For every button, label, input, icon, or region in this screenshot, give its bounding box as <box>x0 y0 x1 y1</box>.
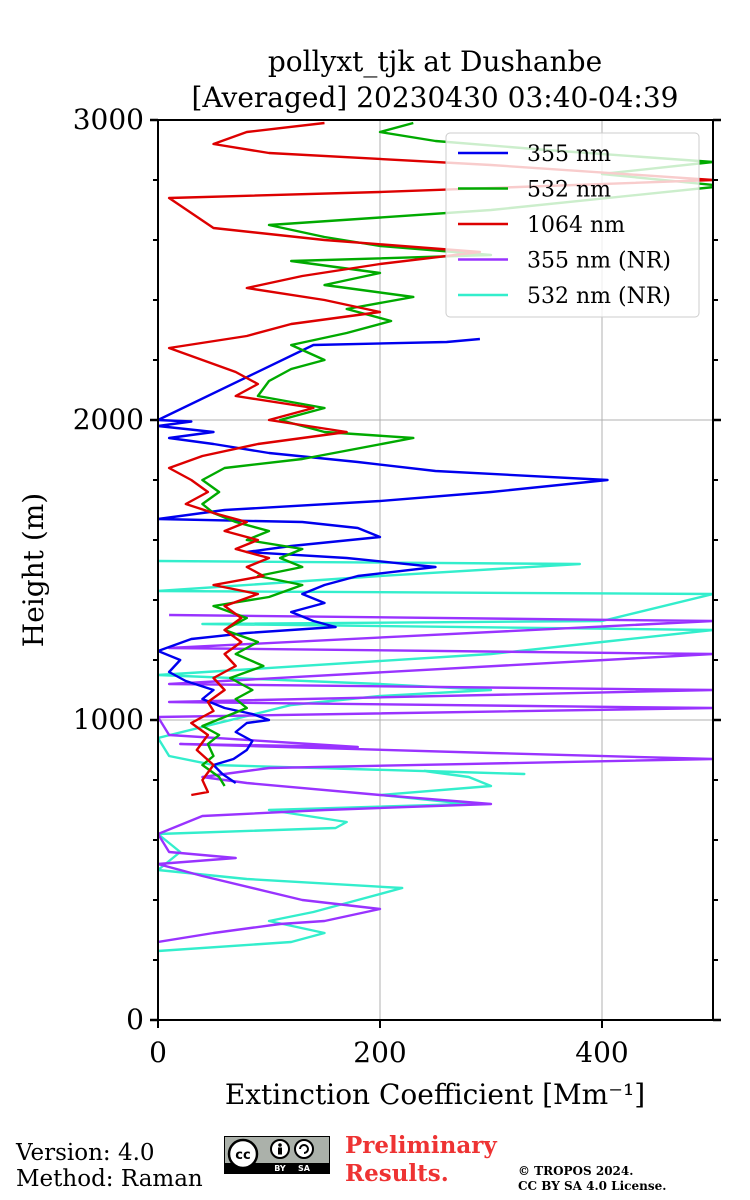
series-line-355-nm-nr- <box>158 613 713 944</box>
copyright-line1: © TROPOS 2024. <box>518 1164 634 1178</box>
series-line-355-nm <box>158 337 609 784</box>
x-tick-label: 400 <box>575 1036 628 1069</box>
legend-label: 355 nm <box>527 142 611 167</box>
method-label: Method: Raman <box>16 1166 203 1192</box>
cc-text: cc <box>235 1148 250 1163</box>
y-tick-label: 2000 <box>73 403 144 436</box>
preliminary-line1: Preliminary <box>345 1132 497 1159</box>
data-series <box>158 121 713 953</box>
plot-frame <box>157 119 714 1021</box>
legend-label: 532 nm <box>527 178 611 203</box>
x-tick-label: 0 <box>149 1036 167 1069</box>
y-axis-label: Height (m) <box>17 493 50 647</box>
cc-by-sa-license-badge: cc BY SA <box>224 1136 330 1174</box>
chart-title-line2: [Averaged] 20230430 03:40-04:39 <box>192 81 679 114</box>
y-tick-label: 0 <box>126 1003 144 1036</box>
version-label: Version: 4.0 <box>16 1140 155 1166</box>
series-line-532-nm-nr- <box>158 559 713 953</box>
sa-text: SA <box>298 1164 311 1173</box>
legend: 355 nm 532 nm 1064 nm 355 nm (NR) 532 nm (NR… <box>445 132 700 318</box>
preliminary-results-note: Preliminary Results. <box>345 1132 497 1188</box>
x-tick-label: 200 <box>353 1036 406 1069</box>
legend-label: 532 nm (NR) <box>527 284 671 309</box>
share-alike-icon <box>294 1139 314 1159</box>
series-line-1064-nm <box>167 121 713 797</box>
extinction-profile-chart: pollyxt_tjk at Dushanbe [Averaged] 20230… <box>17 45 721 1111</box>
y-tick-label: 1000 <box>73 703 144 736</box>
chart-title-line1: pollyxt_tjk at Dushanbe <box>268 45 602 78</box>
y-tick-label: 3000 <box>73 103 144 136</box>
legend-box <box>445 132 700 318</box>
copyright-line2: CC BY SA 4.0 License. <box>518 1179 667 1193</box>
copyright-note: © TROPOS 2024. CC BY SA 4.0 License. <box>518 1164 666 1194</box>
cc-icon <box>227 1138 259 1170</box>
legend-label: 1064 nm <box>527 213 625 238</box>
axis-ticks: 0 200 400 0 1000 2000 3000 <box>73 103 721 1069</box>
by-text: BY <box>274 1164 286 1173</box>
legend-label: 355 nm (NR) <box>527 249 671 274</box>
x-axis-label: Extinction Coefficient [Mm⁻¹] <box>225 1078 645 1111</box>
series-line-532-nm <box>201 121 713 787</box>
preliminary-line2: Results. <box>345 1160 449 1187</box>
